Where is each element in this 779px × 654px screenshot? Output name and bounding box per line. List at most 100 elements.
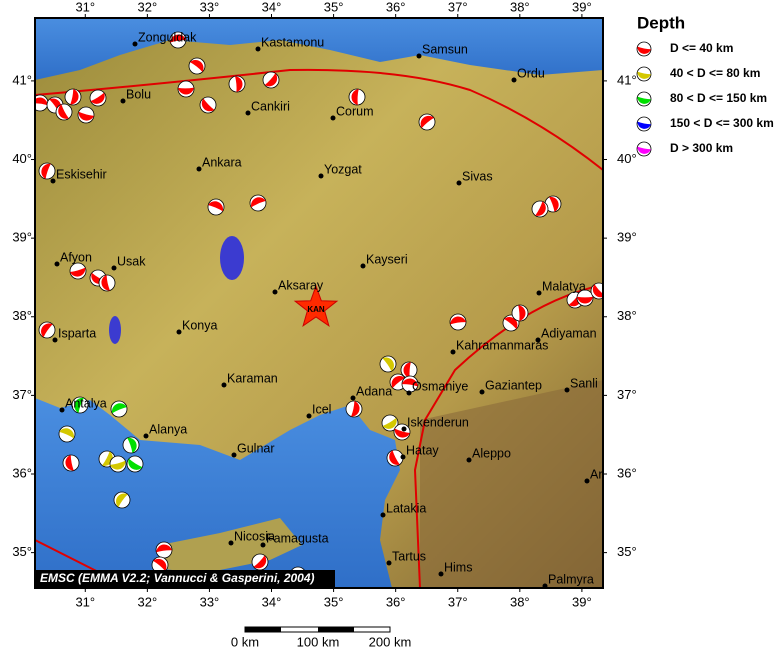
city-dot	[50, 178, 56, 184]
beachball-quadrant	[402, 378, 418, 387]
cities: Zonguldak Kastamonu Samsun Ordu Bolu Cankiri C…	[50, 30, 603, 588]
city-dot	[111, 265, 117, 271]
beachball-quadrant	[65, 455, 74, 471]
city-label: Ordu	[517, 66, 545, 80]
beachball-quadrant	[178, 87, 194, 95]
beachball-quadrant	[70, 267, 86, 277]
beachball-quadrant	[394, 428, 410, 438]
legend-label: 150 < D <= 300 km	[670, 116, 774, 130]
beachball-quadrant	[389, 450, 400, 465]
city-label: Alanya	[149, 422, 187, 436]
lon-label: 31°	[75, 594, 95, 609]
beachball-quadrant	[153, 558, 167, 572]
beachball-quadrant	[450, 316, 466, 325]
syria	[420, 380, 603, 588]
city-label: Afyon	[60, 250, 92, 264]
beachball-quadrant	[116, 493, 128, 508]
city-dot	[255, 46, 261, 52]
city-label: Gaziantep	[485, 378, 542, 392]
lon-label: 38°	[510, 0, 530, 14]
city-label: Aksaray	[278, 278, 324, 292]
city-dot	[456, 180, 462, 186]
city-dot	[450, 349, 456, 355]
city-dot	[330, 115, 336, 121]
lon-label: 39°	[572, 0, 592, 14]
city-dot	[196, 166, 202, 172]
legend-label: 80 < D <= 150 km	[670, 91, 767, 105]
beachball-quadrant	[35, 97, 48, 106]
city-label: Adiyaman	[541, 326, 597, 340]
lat-label: 36°	[617, 465, 637, 480]
lat-label: 37°	[12, 387, 32, 402]
lon-label: 39°	[572, 594, 592, 609]
city-label: Antalya	[65, 396, 107, 410]
lat-label: 35°	[12, 544, 32, 559]
city-dot	[245, 110, 251, 116]
scale-label: 0 km	[231, 634, 259, 649]
beachball-quadrant	[577, 296, 593, 304]
lon-label: 32°	[138, 594, 158, 609]
city-label: Sivas	[462, 169, 493, 183]
lat-label: 41°	[12, 72, 32, 87]
lat-label: 36°	[12, 465, 32, 480]
beachball-quadrant	[208, 201, 224, 212]
beachball-quadrant	[235, 76, 243, 92]
city-dot	[59, 407, 65, 413]
beachball-quadrant	[41, 163, 51, 179]
lon-label: 36°	[386, 594, 406, 609]
map-frame	[34, 17, 604, 589]
beachball-quadrant	[128, 458, 143, 470]
lon-label: 34°	[262, 594, 282, 609]
city-label: Samsun	[422, 42, 468, 56]
city-dot	[584, 478, 590, 484]
city-dot	[272, 289, 278, 295]
lon-label: 31°	[75, 0, 95, 14]
beachball-quadrant	[201, 98, 215, 112]
beachball-quadrant	[504, 316, 518, 329]
lon-label: 37°	[448, 594, 468, 609]
city-dot	[401, 426, 407, 432]
city-dot	[318, 173, 324, 179]
city-label: Usak	[117, 254, 146, 268]
scale-label: 200 km	[369, 634, 412, 649]
epicenter-star	[293, 284, 339, 327]
city-dot	[132, 41, 138, 47]
beachball-quadrant	[351, 401, 360, 417]
lon-label: 33°	[200, 0, 220, 14]
lon-label: 36°	[386, 0, 406, 14]
beachball-quadrant	[190, 59, 204, 72]
city-label: Nicosia	[234, 529, 275, 543]
city-dot	[52, 337, 58, 343]
city-dot	[228, 540, 234, 546]
city-dot	[386, 560, 392, 566]
city-label: Malatya	[542, 279, 586, 293]
city-label: Yozgat	[324, 162, 362, 176]
city-label: Hatay	[406, 443, 439, 457]
lat-label: 37°	[617, 387, 637, 402]
beachball-quadrant	[535, 201, 546, 216]
city-dot	[535, 337, 541, 343]
lake	[109, 316, 121, 344]
city-dot	[176, 329, 182, 335]
beachball-quadrant	[58, 104, 69, 119]
city-label: Latakia	[386, 501, 426, 515]
city-dot	[143, 433, 149, 439]
city-label: Eskisehir	[56, 167, 107, 181]
city-dot	[380, 512, 386, 518]
city-dot	[438, 571, 444, 577]
city-dot	[564, 387, 570, 393]
lake	[220, 236, 244, 280]
lat-label: 40°	[12, 151, 32, 166]
city-label: Karaman	[227, 371, 278, 385]
city-label: Palmyra	[548, 572, 594, 586]
city-dot	[231, 452, 237, 458]
beachball-quadrant	[251, 197, 266, 208]
scale-label: 100 km	[297, 634, 340, 649]
lon-label: 32°	[138, 0, 158, 14]
city-dot	[360, 263, 366, 269]
city-label: Zonguldak	[138, 30, 197, 44]
legend-label: 40 < D <= 80 km	[670, 66, 760, 80]
beachball-quadrant	[170, 34, 186, 43]
beachball-quadrant	[101, 275, 110, 291]
legend-label: D <= 40 km	[670, 41, 733, 55]
